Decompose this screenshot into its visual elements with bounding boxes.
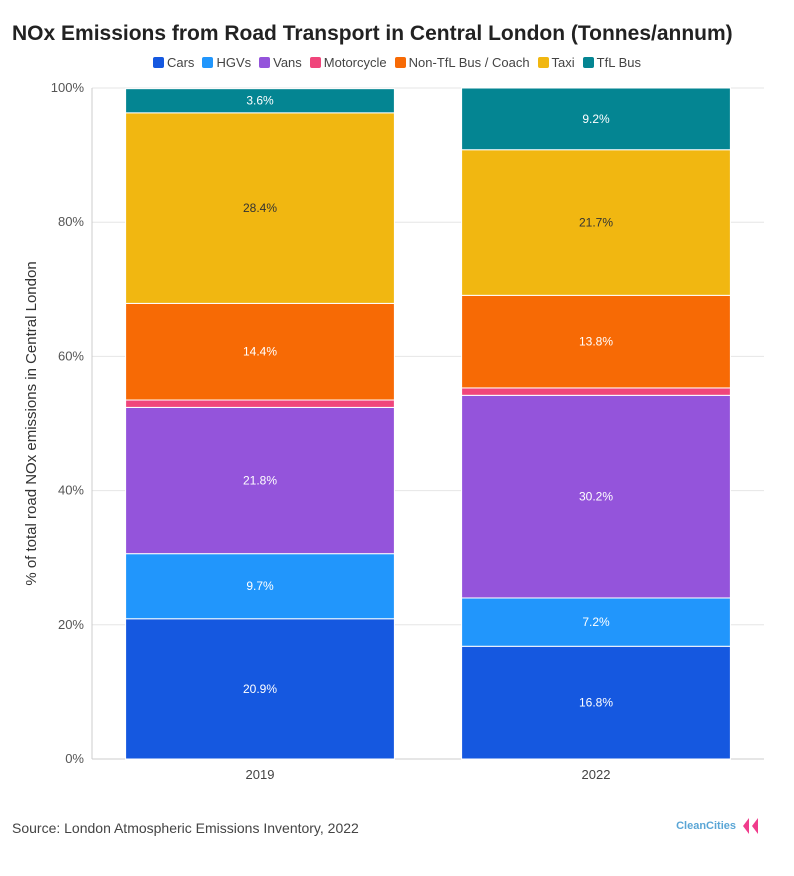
data-label: 16.8%: [579, 696, 613, 710]
bar-segment: [125, 88, 395, 114]
data-label: 28.4%: [243, 201, 277, 215]
bar-segment: [461, 645, 731, 760]
y-tick-label: 40%: [58, 483, 84, 498]
logo-mark-icon: [743, 818, 758, 834]
legend-item: TfL Bus: [582, 55, 641, 70]
legend-item: Motorcycle: [309, 55, 387, 70]
legend: Cars HGVs Vans Motorcycle Non-TfL Bus / Coac…: [0, 55, 794, 70]
legend-item: Vans: [259, 55, 302, 70]
bar-segment: [125, 618, 395, 760]
bar-segment: [125, 399, 395, 408]
y-tick-label: 80%: [58, 214, 84, 229]
legend-swatch: [152, 57, 164, 68]
legend-label: HGVs: [216, 55, 252, 70]
legend-label: TfL Bus: [596, 55, 641, 70]
data-label: 7.2%: [582, 615, 610, 629]
legend-item: Non-TfL Bus / Coach: [394, 55, 530, 70]
legend-label: Non-TfL Bus / Coach: [408, 55, 530, 70]
source-note: Source: London Atmospheric Emissions Inv…: [12, 820, 359, 836]
data-label: 20.9%: [243, 682, 277, 696]
bar-segment: [461, 294, 731, 389]
data-label: 9.7%: [246, 579, 274, 593]
legend-swatch: [582, 57, 594, 68]
data-label: 21.7%: [579, 216, 613, 230]
cleancities-logo: CleanCities: [676, 817, 760, 835]
bar-segment: [461, 149, 731, 296]
bar-segment: [461, 387, 731, 396]
legend-swatch: [259, 57, 271, 68]
data-label: 13.8%: [579, 335, 613, 349]
bar-segment: [461, 87, 731, 151]
x-tick-label: 2022: [582, 767, 611, 782]
legend-label: Taxi: [551, 55, 575, 70]
data-label: 21.8%: [243, 474, 277, 488]
bar-segment: [125, 406, 395, 555]
y-tick-label: 0%: [65, 751, 84, 766]
legend-item: HGVs: [202, 55, 251, 70]
y-tick-label: 20%: [58, 617, 84, 632]
legend-label: Cars: [166, 55, 195, 70]
bar-segment: [461, 597, 731, 647]
data-label: 3.6%: [246, 94, 274, 108]
legend-item: Cars: [152, 55, 195, 70]
y-tick-label: 60%: [58, 348, 84, 363]
data-label: 30.2%: [579, 490, 613, 504]
y-axis-label: % of total road NOx emissions in Central…: [23, 261, 40, 585]
legend-item: Taxi: [537, 55, 575, 70]
bar-segment: [461, 394, 731, 599]
legend-swatch: [394, 57, 406, 68]
logo-text: CleanCities: [676, 820, 736, 832]
y-tick-label: 100%: [51, 80, 85, 95]
legend-swatch: [202, 57, 214, 68]
bar-segment: [125, 553, 395, 620]
legend-swatch: [537, 57, 549, 68]
bar-segment: [125, 302, 395, 401]
legend-label: Vans: [273, 55, 302, 70]
legend-label: Motorcycle: [323, 55, 387, 70]
legend-swatch: [309, 57, 321, 68]
data-label: 14.4%: [243, 345, 277, 359]
chart-title: NOx Emissions from Road Transport in Cen…: [12, 22, 733, 45]
data-label: 9.2%: [582, 112, 610, 126]
x-tick-label: 2019: [246, 767, 275, 782]
